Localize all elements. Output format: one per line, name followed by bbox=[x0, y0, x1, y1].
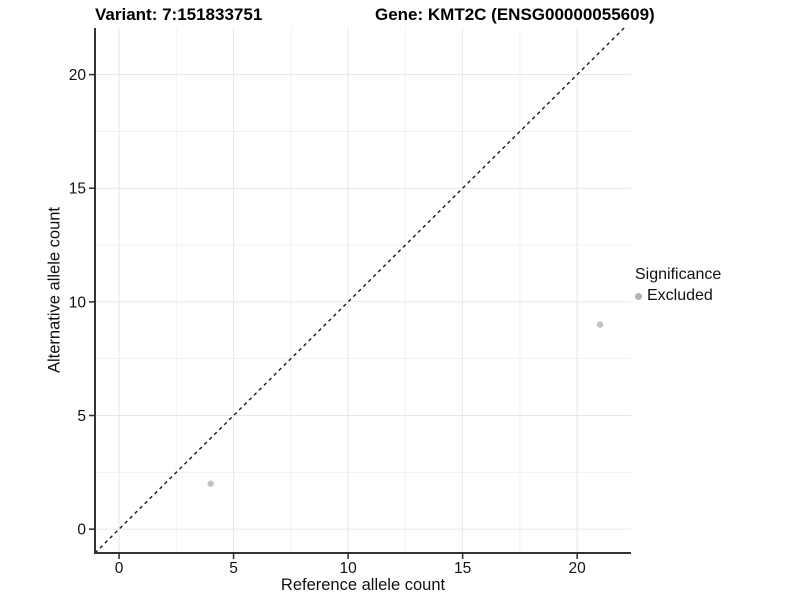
y-tick-label: 15 bbox=[69, 181, 86, 198]
x-tick-label: 10 bbox=[339, 560, 357, 577]
legend-item-excluded: Excluded bbox=[635, 287, 721, 305]
legend-title: Significance bbox=[635, 266, 722, 283]
y-tick-label: 20 bbox=[69, 67, 87, 84]
y-tick-label: 0 bbox=[77, 522, 86, 539]
y-tick-label: 5 bbox=[77, 408, 86, 425]
identity-line bbox=[94, 27, 625, 554]
y-axis-title: Alternative allele count bbox=[45, 206, 64, 374]
legend-item-label: Excluded bbox=[647, 287, 713, 304]
plot-title-gene: Gene: KMT2C (ENSG00000055609) bbox=[375, 5, 655, 24]
x-tick-label: 15 bbox=[454, 560, 471, 577]
y-tick-label: 10 bbox=[69, 294, 87, 311]
data-point bbox=[207, 480, 214, 487]
x-axis-title: Reference allele count bbox=[280, 576, 446, 594]
legend-point-icon bbox=[635, 292, 642, 300]
plot-title-variant: Variant: 7:151833751 bbox=[95, 5, 263, 24]
x-tick-label: 0 bbox=[115, 560, 124, 577]
data-point bbox=[596, 321, 604, 328]
legend: Significance Excluded bbox=[635, 266, 721, 305]
x-tick-label: 20 bbox=[569, 560, 587, 577]
x-tick-label: 5 bbox=[229, 560, 238, 577]
